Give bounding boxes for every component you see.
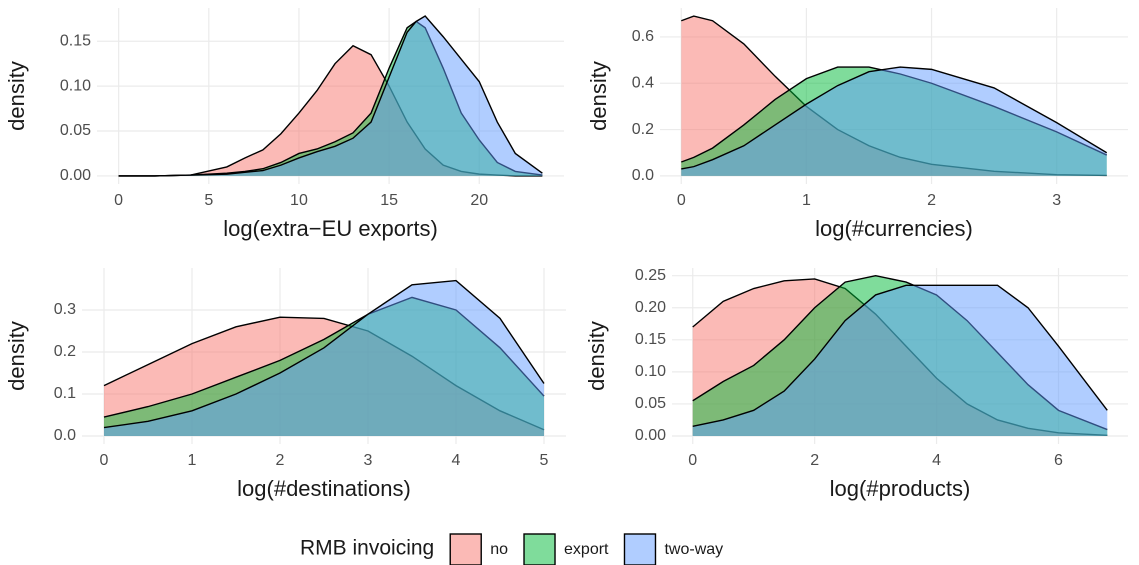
y-tick-label: 0.00 <box>60 167 91 184</box>
x-tick-label: 0 <box>100 452 109 469</box>
density-line <box>681 66 1108 170</box>
x-tick-label: 3 <box>1052 192 1061 209</box>
panel: 0.0 0.2 0.4 0.6 0 1 2 3 log(#currencies) density <box>586 8 1128 241</box>
y-tick-label: 0.2 <box>54 343 76 360</box>
y-tick-label: 0.0 <box>54 427 76 444</box>
x-tick-label: 2 <box>810 452 819 469</box>
legend-label: no <box>490 541 508 558</box>
x-tick-label: 0 <box>677 192 686 209</box>
legend-label: two-way <box>664 541 723 558</box>
density-area <box>104 280 544 437</box>
legend: RMB invoicing no export two-way <box>300 533 723 565</box>
x-tick-label: 20 <box>470 192 488 209</box>
density-line <box>692 284 1108 428</box>
y-tick-label: 0.15 <box>60 32 91 49</box>
y-tick-label: 0.10 <box>635 363 666 380</box>
panel: 0.00 0.05 0.10 0.15 0 5 10 15 20 log(extra−EU exp… <box>4 8 564 241</box>
y-tick-label: 0.20 <box>635 299 666 316</box>
legend-swatch <box>449 533 482 565</box>
y-axis-title: density <box>586 61 611 131</box>
legend-label: export <box>564 541 609 558</box>
x-tick-label: 15 <box>380 192 398 209</box>
x-tick-label: 5 <box>540 452 549 469</box>
density-area <box>118 16 543 176</box>
y-tick-label: 0.05 <box>635 395 666 412</box>
y-tick-label: 0.25 <box>635 267 666 284</box>
x-tick-label: 0 <box>114 192 123 209</box>
y-tick-label: 0.00 <box>635 427 666 444</box>
x-tick-label: 5 <box>204 192 213 209</box>
y-tick-label: 0.3 <box>54 301 76 318</box>
x-axis-title: log(#destinations) <box>237 476 411 501</box>
y-tick-label: 0.0 <box>632 167 654 184</box>
x-tick-label: 0 <box>688 452 697 469</box>
y-tick-label: 0.6 <box>632 28 654 45</box>
x-tick-label: 4 <box>932 452 941 469</box>
x-tick-label: 4 <box>452 452 461 469</box>
legend-title: RMB invoicing <box>300 537 434 560</box>
x-tick-label: 6 <box>1054 452 1063 469</box>
panel: 0.0 0.1 0.2 0.3 0 1 2 3 4 5 log(#destinations) dens… <box>4 268 566 501</box>
panel: 0.00 0.05 0.10 0.15 0.20 0.25 0 2 4 6 log(#product… <box>584 267 1128 501</box>
density-area <box>118 45 543 176</box>
x-axis-title: log(#currencies) <box>815 216 973 241</box>
y-axis-title: density <box>584 321 609 391</box>
density-line <box>103 279 545 429</box>
y-tick-label: 0.15 <box>635 331 666 348</box>
legend-swatch <box>523 533 556 565</box>
legend-swatch <box>623 533 657 565</box>
x-tick-label: 2 <box>927 192 936 209</box>
y-tick-label: 0.10 <box>60 77 91 94</box>
x-tick-label: 1 <box>802 192 811 209</box>
density-area <box>692 285 1108 436</box>
x-axis-title: log(#products) <box>830 476 971 501</box>
density-line <box>118 15 543 177</box>
y-tick-label: 0.1 <box>54 385 76 402</box>
y-tick-label: 0.4 <box>632 74 654 91</box>
x-tick-label: 1 <box>188 452 197 469</box>
y-axis-title: density <box>4 321 29 391</box>
y-axis-title: density <box>4 61 29 131</box>
x-tick-label: 3 <box>364 452 373 469</box>
y-tick-label: 0.2 <box>632 121 654 138</box>
x-axis-title: log(extra−EU exports) <box>223 216 438 241</box>
x-tick-label: 2 <box>276 452 285 469</box>
density-area <box>681 67 1107 176</box>
y-tick-label: 0.05 <box>60 122 91 139</box>
x-tick-label: 10 <box>290 192 308 209</box>
